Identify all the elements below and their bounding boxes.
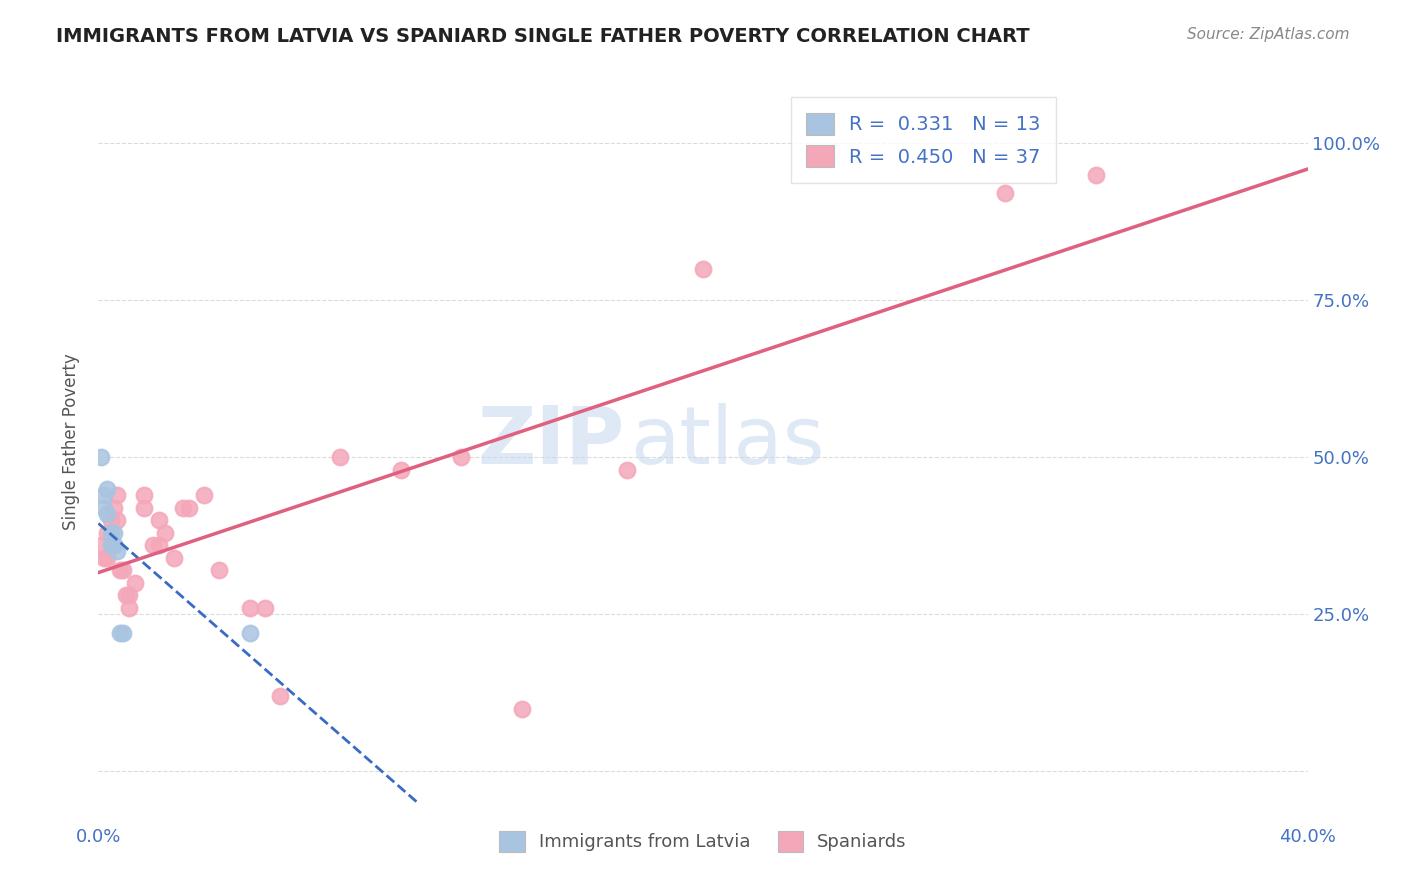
Point [148, 538, 170, 552]
Point [616, 463, 638, 477]
Point [389, 463, 412, 477]
Point [103, 538, 125, 552]
Point [96, 525, 118, 540]
Point [253, 601, 276, 615]
Point [510, 701, 533, 715]
Point [111, 626, 134, 640]
Point [90, 450, 112, 465]
Point [111, 563, 134, 577]
Point [1085, 168, 1108, 182]
Point [329, 450, 352, 465]
Point [105, 544, 128, 558]
Point [132, 500, 155, 515]
Point [93, 550, 115, 565]
Text: IMMIGRANTS FROM LATVIA VS SPANIARD SINGLE FATHER POVERTY CORRELATION CHART: IMMIGRANTS FROM LATVIA VS SPANIARD SINGL… [56, 27, 1029, 45]
Point [103, 525, 125, 540]
Point [105, 488, 128, 502]
Point [108, 563, 131, 577]
Point [100, 525, 122, 540]
Point [269, 689, 291, 703]
Point [103, 538, 125, 552]
Point [93, 500, 115, 515]
Point [193, 488, 215, 502]
Point [142, 538, 165, 552]
Point [100, 513, 122, 527]
Point [239, 626, 262, 640]
Point [163, 550, 186, 565]
Text: 0.0%: 0.0% [76, 828, 121, 846]
Point [172, 500, 194, 515]
Point [450, 450, 472, 465]
Point [96, 550, 118, 565]
Text: 40.0%: 40.0% [1279, 828, 1336, 846]
Point [179, 500, 201, 515]
Point [124, 575, 146, 590]
Point [148, 513, 170, 527]
Y-axis label: Single Father Poverty: Single Father Poverty [62, 353, 80, 530]
Point [994, 186, 1017, 201]
Point [103, 500, 125, 515]
Point [96, 507, 118, 521]
Legend: Immigrants from Latvia, Spaniards: Immigrants from Latvia, Spaniards [492, 823, 914, 859]
Point [208, 563, 231, 577]
Point [692, 261, 714, 276]
Point [96, 482, 118, 496]
Point [239, 601, 262, 615]
Point [114, 589, 136, 603]
Point [132, 488, 155, 502]
Point [108, 626, 131, 640]
Text: Source: ZipAtlas.com: Source: ZipAtlas.com [1187, 27, 1350, 42]
Point [153, 525, 176, 540]
Point [90, 538, 112, 552]
Point [93, 488, 115, 502]
Text: atlas: atlas [630, 402, 825, 481]
Text: ZIP: ZIP [477, 402, 624, 481]
Point [118, 589, 141, 603]
Point [100, 538, 122, 552]
Point [118, 601, 141, 615]
Point [105, 513, 128, 527]
